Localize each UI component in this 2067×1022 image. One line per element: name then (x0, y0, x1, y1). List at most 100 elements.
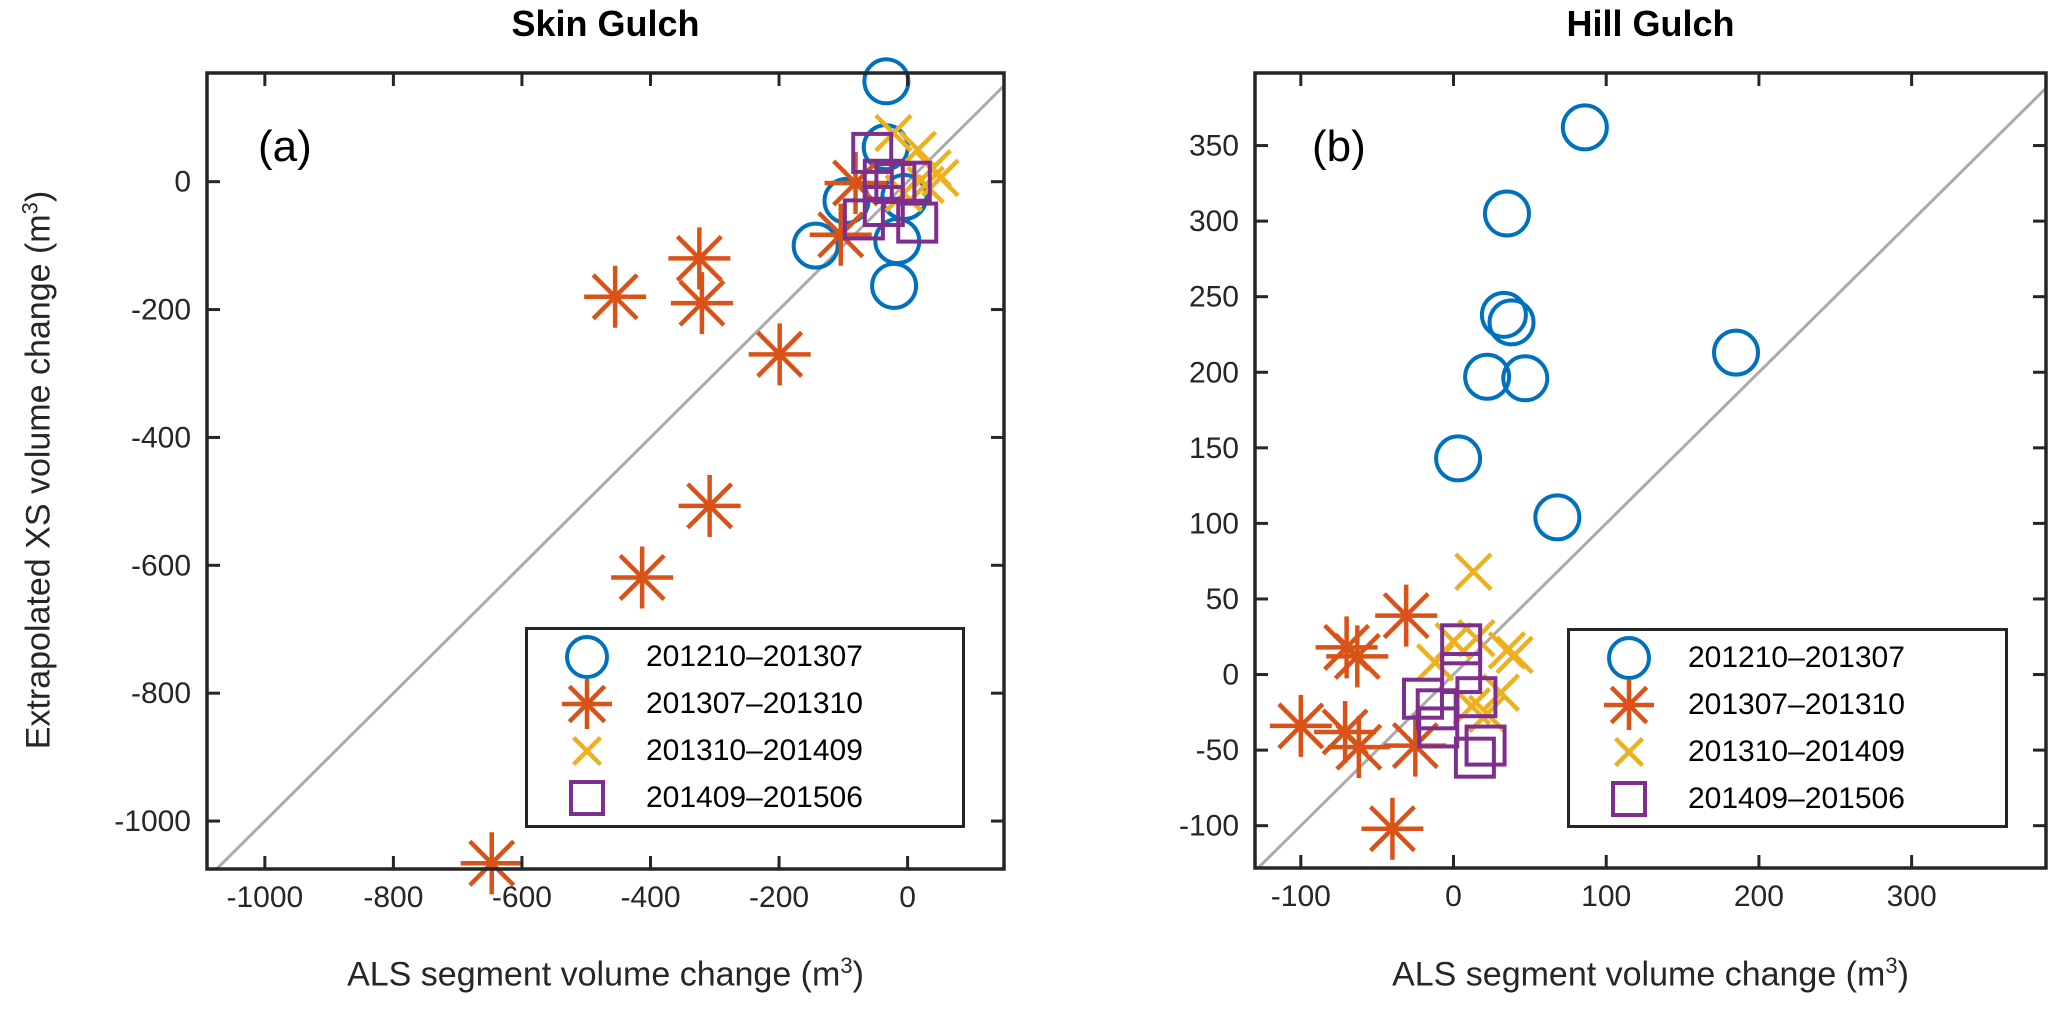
cross-marker (1454, 552, 1493, 592)
circle-marker (1463, 352, 1512, 401)
panel-a-title: Skin Gulch (511, 3, 700, 44)
x-tick-label: 300 (1887, 880, 1937, 913)
legend-item: 201307–201310 (528, 679, 962, 729)
x-tick-label: 200 (1734, 880, 1784, 913)
circle-marker (565, 635, 609, 679)
x-axis-label-sup: 3 (840, 953, 853, 978)
asterisk-marker (1361, 797, 1424, 860)
y-tick-label: -800 (131, 677, 191, 710)
legend-item-label: 201210–201307 (1688, 640, 1905, 674)
skin-gulch-plot: -1000 -800 -600 -400 -200 0 -1000 -800 -600 -400 -… (114, 57, 1006, 914)
series-201210–201307 (1434, 103, 1761, 542)
circle-marker (1479, 290, 1528, 339)
cross-marker (1613, 736, 1645, 767)
legend-item: 201210–201307 (1570, 634, 2005, 681)
x-tick-label: -1000 (226, 881, 303, 914)
circle-marker (1482, 189, 1531, 238)
cross-legend-icon (1570, 726, 1688, 778)
square-marker (851, 131, 894, 174)
circle-marker (1560, 103, 1609, 152)
y-tick-label: -400 (131, 421, 191, 454)
x-tick-label: 100 (1581, 880, 1631, 913)
y-tick-label: -1000 (114, 805, 191, 838)
y-tick-label: 50 (1206, 583, 1239, 616)
x-axis-label-text: ALS segment volume change (m (347, 955, 841, 994)
circle-marker (1712, 328, 1761, 377)
cross-marker (1495, 635, 1534, 675)
legend-skin-gulch: 201210–201307 201307–201310 201310–201409 2… (525, 627, 965, 828)
square-marker (1453, 736, 1496, 779)
circle-marker (791, 221, 840, 270)
x-tick-label: 0 (1445, 880, 1462, 913)
y-tick-label: 150 (1189, 432, 1239, 465)
asterisk-marker (809, 203, 872, 266)
circle-marker (870, 261, 919, 310)
y-tick-label: 0 (174, 166, 191, 199)
asterisk-marker (584, 265, 647, 328)
square-marker (1440, 652, 1483, 695)
asterisk-marker (748, 323, 811, 386)
series-201310–201409 (1415, 552, 1534, 734)
square-marker (1464, 724, 1507, 767)
y-tick-label: -200 (131, 294, 191, 327)
square-marker (889, 160, 932, 203)
cross-marker (1415, 643, 1455, 682)
x-axis-label-close: ) (852, 955, 864, 994)
series-201307–201310 (460, 151, 887, 895)
asterisk-marker (824, 151, 887, 214)
legend-item: 201307–201310 (1570, 679, 2005, 731)
asterisk-marker (1327, 716, 1390, 779)
x-tick-label: 0 (899, 881, 916, 914)
x-tick-label: -100 (1271, 880, 1331, 913)
x-axis-label-b: ALS segment volume change (m3) (1255, 953, 2046, 1003)
axes-frame: -1000 -800 -600 -400 -200 0 -1000 -800 -600 -400 -… (114, 71, 1006, 914)
legend-item-label: 201310–201409 (646, 734, 863, 767)
circle-marker (1533, 493, 1582, 542)
asterisk-marker (668, 227, 731, 290)
circle-marker (862, 57, 911, 106)
square-marker (1401, 677, 1444, 720)
legend-item-label: 201210–201307 (646, 640, 863, 673)
legend-item-label: 201307–201310 (646, 687, 863, 720)
asterisk-legend-icon (1570, 679, 1688, 731)
hill-gulch-plot: -100 0 100 200 300 -100 -50 0 50 100 150 200 250 300 3… (1179, 71, 2048, 913)
x-axis-label-a: ALS segment volume change (m3) (207, 953, 1004, 1003)
x-tick-label: -200 (749, 881, 809, 914)
legend-item: 201409–201506 (528, 775, 962, 822)
square-marker (1417, 706, 1460, 749)
series-201307–201310 (1269, 584, 1447, 860)
panel-b-label: (b) (1312, 122, 1366, 171)
y-tick-label: 100 (1189, 507, 1239, 540)
circle-legend-icon (528, 631, 646, 683)
y-tick-label: 300 (1189, 205, 1239, 238)
y-axis-label-close: ) (19, 190, 58, 203)
circle-marker (1501, 354, 1550, 403)
asterisk-marker (1604, 679, 1654, 730)
identity-line (215, 84, 1006, 871)
legend-item-label: 201310–201409 (1688, 734, 1905, 768)
y-axis-label-sup: 3 (17, 202, 43, 215)
y-tick-label: -50 (1196, 734, 1239, 767)
y-axis-label-text: Extrapolated XS volume change (m (19, 214, 58, 750)
identity-line (1256, 87, 2048, 870)
legend-item: 201310–201409 (528, 728, 962, 775)
asterisk-marker (678, 474, 741, 537)
asterisk-marker (1269, 694, 1332, 757)
legend-item: 201210–201307 (528, 634, 962, 681)
square-marker (896, 201, 939, 244)
x-axis-label-sup: 3 (1885, 953, 1898, 978)
asterisk-marker (611, 546, 674, 609)
x-tick-label: -400 (620, 881, 680, 914)
circle-marker (1487, 298, 1536, 347)
legend-item-label: 201307–201310 (1688, 687, 1905, 721)
panel-a-label: (a) (258, 122, 312, 171)
x-axis-label-close: ) (1897, 955, 1909, 994)
cross-legend-icon (528, 725, 646, 777)
x-tick-label: -600 (492, 881, 552, 914)
panel-b-title: Hill Gulch (1566, 3, 1735, 44)
legend-hill-gulch: 201210–201307 201307–201310 201310–201409 2… (1567, 628, 2008, 828)
x-tick-label: -800 (363, 881, 423, 914)
square-legend-icon (1570, 773, 1688, 825)
legend-item-label: 201409–201506 (646, 781, 863, 814)
legend-item: 201409–201506 (1570, 775, 2005, 822)
